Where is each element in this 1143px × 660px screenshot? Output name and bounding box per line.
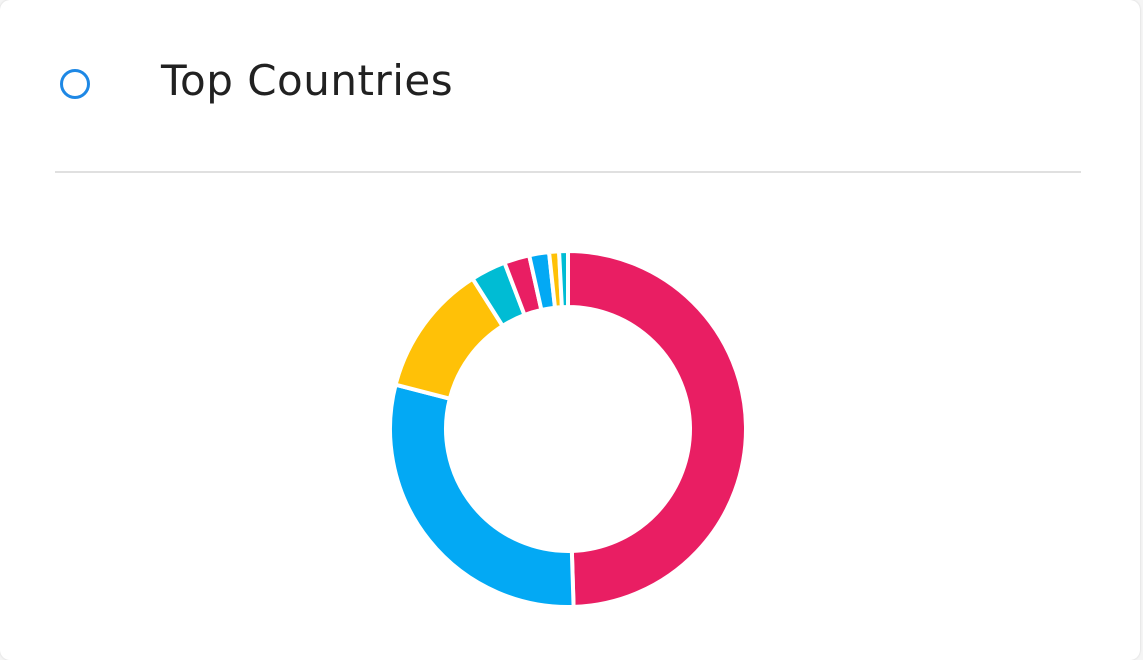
divider bbox=[55, 171, 1081, 173]
donut-slice-1[interactable] bbox=[566, 248, 748, 609]
donut-chart bbox=[388, 248, 748, 609]
donut-slice-2[interactable] bbox=[388, 382, 576, 609]
card-header: Top Countries bbox=[0, 0, 1140, 172]
circle-outline-icon bbox=[60, 69, 90, 99]
card-title: Top Countries bbox=[161, 56, 454, 105]
donut-slice-8[interactable] bbox=[556, 248, 570, 310]
